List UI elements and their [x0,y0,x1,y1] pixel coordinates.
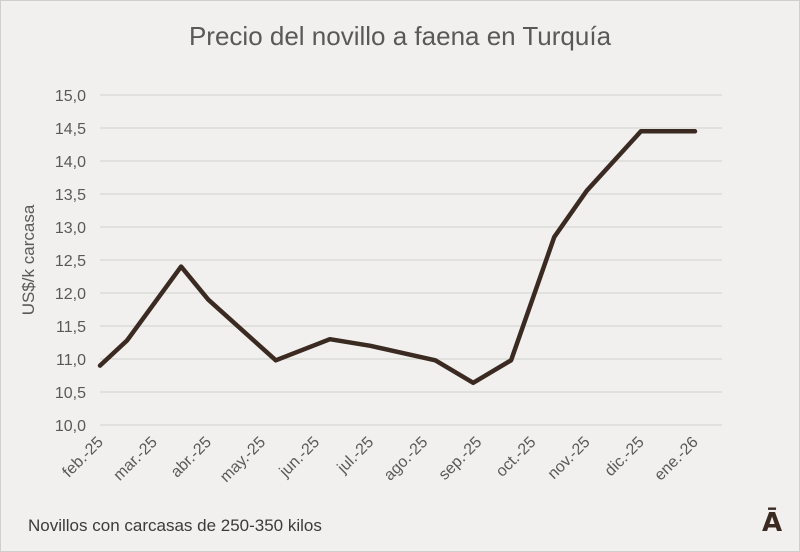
y-tick-label: 15,0 [55,88,86,105]
y-tick-label: 10,0 [55,418,86,435]
y-tick-label: 13,0 [55,220,86,237]
x-tick-label: dic.-25 [602,434,648,480]
y-tick-label: 11,5 [56,319,86,336]
price-line [97,129,698,386]
series-layer [97,129,698,386]
brand-logo: Ā [762,508,783,538]
footnote: Novillos con carcasas de 250-350 kilos [28,516,322,535]
x-tick-label: may.-25 [217,434,269,486]
y-tick-label: 12,5 [55,253,86,270]
x-tick-labels: feb.-25 mar.-25 abr.-25 may.-25 jun.-25 jul.-… [60,434,702,486]
x-tick-label: ene.-26 [651,434,701,484]
x-tick-label: feb.-25 [60,434,107,481]
y-tick-label: 12,0 [55,286,86,303]
x-tick-label: mar.-25 [111,434,161,484]
x-tick-label: jul.-25 [334,434,378,478]
y-tick-labels: 10,0 10,5 11,0 11,5 12,0 12,5 13,0 13,5 14,0 14,5… [55,88,86,435]
y-tick-label: 14,5 [55,121,86,138]
y-tick-label: 13,5 [55,187,86,204]
y-tick-label: 11,0 [56,352,86,369]
x-tick-label: sep.-25 [436,434,486,484]
y-axis-label: US$/k carcasa [19,204,38,315]
grid-layer [100,94,722,426]
x-tick-label: abr.-25 [168,434,215,481]
y-tick-label: 10,5 [55,385,86,402]
x-tick-label: oct.-25 [493,434,540,481]
x-tick-label: nov.-25 [545,434,594,483]
y-tick-label: 14,0 [55,154,86,171]
x-tick-label: ago.-25 [381,434,431,484]
x-tick-label: jun.-25 [276,434,323,481]
chart-title: Precio del novillo a faena en Turquía [189,21,612,51]
